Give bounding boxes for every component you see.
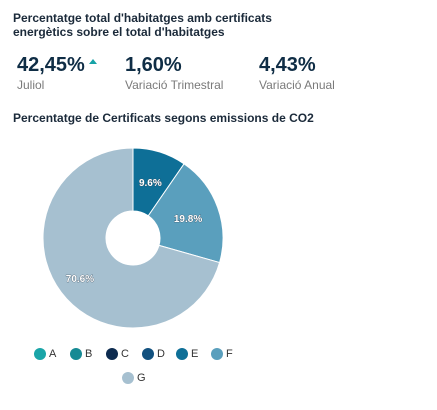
kpi-quarterly-label: Variació Trimestral (125, 78, 224, 92)
legend-item-B[interactable]: B (70, 348, 92, 360)
data-label-E: 9.6% (139, 178, 162, 189)
kpi-quarterly-value: 1,60% (125, 54, 182, 76)
legend-item-E[interactable]: E (176, 348, 198, 360)
legend-swatch-E (176, 348, 188, 360)
kpi-quarterly: 1,60% Variació Trimestral (125, 53, 223, 92)
donut-chart: 9.6% 19.8% 70.6% (42, 147, 224, 329)
legend-swatch-B (70, 348, 82, 360)
kpi-current: 42,45% Juliol (17, 53, 97, 92)
legend-item-C[interactable]: C (106, 348, 129, 360)
legend-label-B: B (85, 348, 93, 360)
legend-label-C: C (121, 348, 129, 360)
legend-item-F[interactable]: F (211, 348, 233, 360)
trend-up-icon (88, 58, 97, 64)
slice-G[interactable] (42, 147, 221, 329)
kpi-annual-label: Variació Anual (259, 78, 335, 92)
legend-label-A: A (49, 348, 57, 360)
legend-label-D: D (157, 348, 165, 360)
legend-item-A[interactable]: A (34, 348, 56, 360)
legend-swatch-A (34, 348, 46, 360)
page-title: Percentatge total d'habitatges amb certi… (13, 11, 272, 39)
legend-item-D[interactable]: D (142, 348, 165, 360)
legend-item-G[interactable]: G (122, 372, 146, 384)
kpi-current-value: 42,45% (17, 54, 85, 76)
kpi-annual-value: 4,43% (259, 54, 316, 76)
data-label-F: 19.8% (174, 214, 202, 225)
legend-swatch-C (106, 348, 118, 360)
data-label-G: 70.6% (66, 274, 94, 285)
legend-label-E: E (191, 348, 199, 360)
slice-F[interactable] (147, 163, 224, 264)
legend-label-F: F (226, 348, 233, 360)
chart-title: Percentatge de Certificats segons emissi… (13, 111, 314, 125)
kpi-annual: 4,43% Variació Anual (259, 53, 335, 92)
legend-swatch-D (142, 348, 154, 360)
legend-swatch-G (122, 372, 134, 384)
legend-label-G: G (137, 372, 146, 384)
kpi-current-label: Juliol (17, 78, 45, 92)
legend-swatch-F (211, 348, 223, 360)
